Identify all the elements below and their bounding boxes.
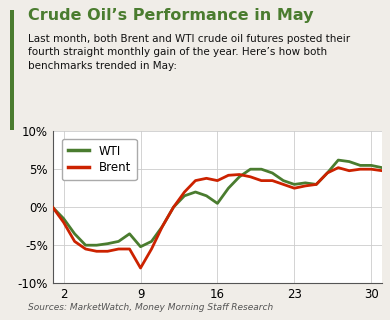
Text: Sources: MarketWatch, Money Morning Staff Research: Sources: MarketWatch, Money Morning Staf… [28, 303, 273, 312]
Legend: WTI, Brent: WTI, Brent [62, 139, 137, 180]
Text: Last month, both Brent and WTI crude oil futures posted their
fourth straight mo: Last month, both Brent and WTI crude oil… [28, 34, 350, 71]
Text: Crude Oil’s Performance in May: Crude Oil’s Performance in May [28, 8, 314, 23]
